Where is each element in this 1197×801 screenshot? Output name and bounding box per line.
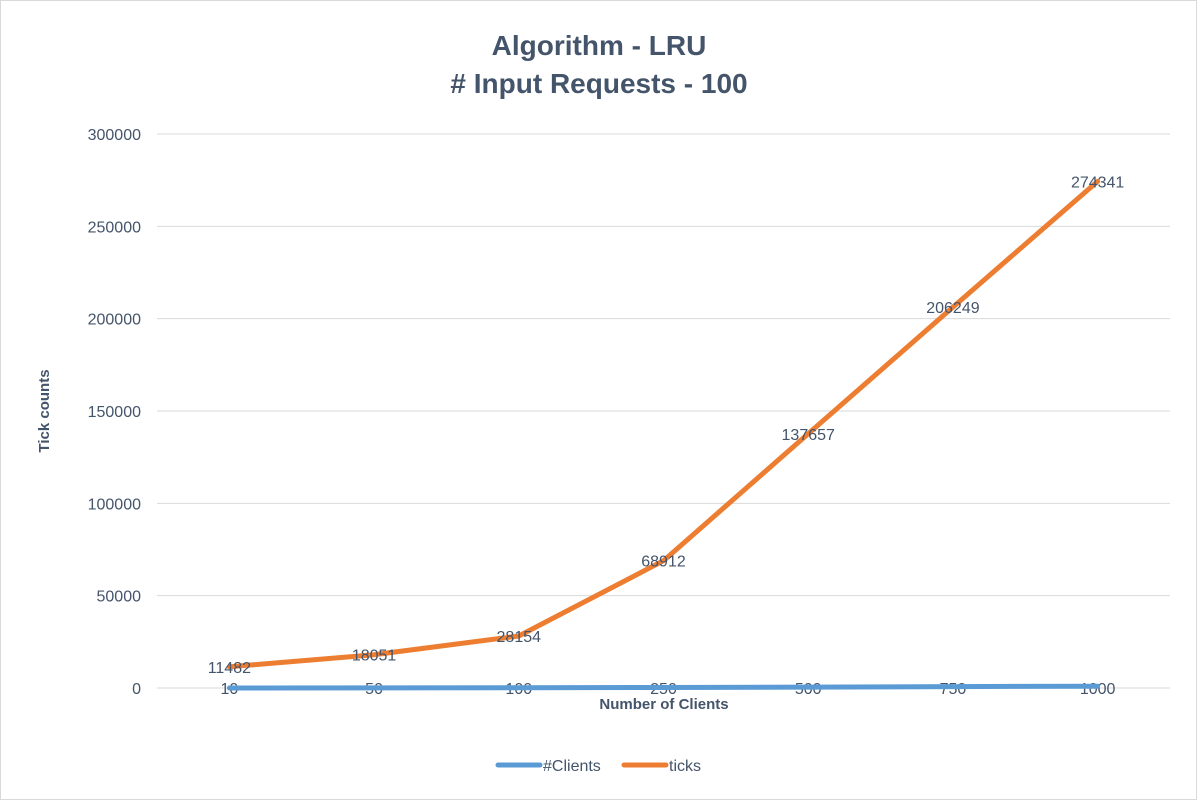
series-line-ticks bbox=[229, 181, 1097, 666]
data-label: 137657 bbox=[782, 427, 835, 444]
data-label: 11482 bbox=[208, 660, 251, 677]
y-tick-label: 250000 bbox=[88, 219, 141, 236]
legend: #Clients ticks bbox=[498, 758, 701, 775]
gridlines bbox=[157, 134, 1170, 688]
data-labels: 11482 18051 28154 68912 137657 206249 274341 bbox=[208, 174, 1125, 676]
legend-label: #Clients bbox=[543, 758, 601, 775]
legend-label: ticks bbox=[669, 758, 701, 775]
y-tick-label: 100000 bbox=[88, 496, 141, 513]
data-label: 18051 bbox=[352, 648, 397, 665]
y-tick-label: 300000 bbox=[88, 127, 141, 144]
x-axis-title: Number of Clients bbox=[599, 696, 728, 713]
y-tick-label: 200000 bbox=[88, 312, 141, 329]
x-tick-label: 1000 bbox=[1080, 681, 1116, 698]
series-lines bbox=[229, 181, 1097, 688]
data-label: 206249 bbox=[926, 300, 979, 317]
data-label: 28154 bbox=[497, 629, 542, 646]
data-label: 274341 bbox=[1071, 174, 1124, 191]
y-axis-ticks: 0 50000 100000 150000 200000 250000 300000 bbox=[88, 127, 141, 698]
chart-title-line-2: # Input Requests - 100 bbox=[450, 68, 747, 99]
y-tick-label: 150000 bbox=[88, 404, 141, 421]
chart-title-line-1: Algorithm - LRU bbox=[492, 30, 707, 61]
x-tick-label: 750 bbox=[940, 681, 967, 698]
series-line-clients bbox=[229, 686, 1097, 688]
y-tick-label: 0 bbox=[132, 681, 141, 698]
y-tick-label: 50000 bbox=[97, 589, 142, 606]
data-label: 68912 bbox=[641, 554, 686, 571]
y-axis-title: Tick counts bbox=[36, 369, 53, 452]
